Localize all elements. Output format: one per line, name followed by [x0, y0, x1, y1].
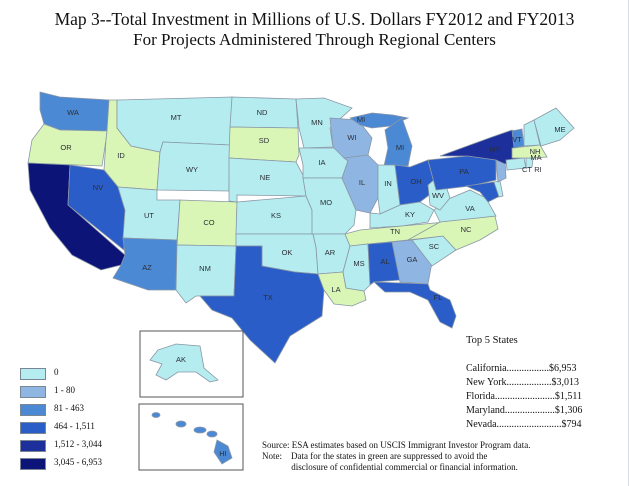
- state-WY: [156, 141, 231, 192]
- top5-item: Nevada..........................$794: [466, 419, 582, 430]
- state-NH: [523, 119, 541, 147]
- source-note: Source: ESA estimates based on USCIS Imm…: [262, 440, 622, 473]
- legend-swatch: [20, 386, 46, 398]
- map-subtitle: For Projects Administered Through Region…: [133, 30, 496, 49]
- label-MT: MT: [171, 113, 182, 122]
- label-MN: MN: [311, 118, 323, 127]
- state-FL: [372, 281, 457, 329]
- label-ME: ME: [554, 125, 565, 134]
- state-OR: [27, 123, 108, 167]
- label-MA: MA: [530, 153, 541, 162]
- label-KY: KY: [405, 210, 415, 219]
- legend-swatch: [20, 458, 46, 470]
- label-OK: OK: [282, 248, 293, 257]
- label-AK: AK: [176, 355, 186, 364]
- state-MD: [464, 181, 501, 203]
- label-TN: TN: [390, 227, 400, 236]
- label-GA: GA: [407, 255, 418, 264]
- label-AR: AR: [325, 248, 336, 257]
- state-MN: [295, 97, 353, 149]
- label-AZ: AZ: [142, 263, 152, 272]
- state-labels: WA OR ID MT WY NV UT CO AZ NM ND SD NE K…: [60, 108, 565, 302]
- label-SD: SD: [259, 136, 270, 145]
- state-AK: [149, 343, 219, 383]
- label-MO: MO: [320, 198, 332, 207]
- map-title: Map 3--Total Investment in Millions of U…: [54, 9, 575, 29]
- state-NC: [407, 215, 499, 251]
- label-WI: WI: [347, 133, 356, 142]
- label-WV: WV: [432, 191, 444, 200]
- state-KY: [369, 201, 435, 229]
- label-MI: MI: [396, 143, 404, 152]
- label-NE: NE: [260, 173, 270, 182]
- legend-item: 464 - 1,511: [20, 420, 220, 438]
- label-UT: UT: [144, 211, 154, 220]
- label-MI-UP: MI: [357, 115, 365, 124]
- label-RI: RI: [534, 165, 542, 174]
- legend-label: 0: [54, 367, 59, 377]
- source-line: Source: ESA estimates based on USCIS Imm…: [262, 440, 531, 450]
- label-MS: MS: [353, 259, 364, 268]
- legend-label: 1,512 - 3,044: [54, 439, 102, 449]
- legend-item: 0: [20, 366, 220, 384]
- note-line-2: disclosure of confidential commercial or…: [262, 462, 518, 472]
- label-IL: IL: [359, 178, 365, 187]
- label-PA: PA: [459, 167, 468, 176]
- state-MI: [383, 117, 413, 167]
- state-HI-islands: [151, 412, 233, 465]
- label-LA: LA: [331, 285, 340, 294]
- label-SC: SC: [429, 242, 440, 251]
- top5-item: New York..................$3,013: [466, 377, 580, 388]
- legend-swatch: [20, 368, 46, 380]
- label-OH: OH: [410, 177, 421, 186]
- label-VA: VA: [465, 204, 474, 213]
- label-FL: FL: [434, 293, 443, 302]
- state-ME: [533, 107, 575, 147]
- label-AL: AL: [380, 257, 389, 266]
- label-NM: NM: [199, 264, 211, 273]
- legend-item: 1 - 80: [20, 384, 220, 402]
- legend-swatch: [20, 422, 46, 434]
- legend-item: 3,045 - 6,953: [20, 456, 220, 474]
- label-IA: IA: [318, 158, 325, 167]
- legend-swatch: [20, 404, 46, 416]
- state-NM: [175, 244, 237, 304]
- legend-label: 464 - 1,511: [54, 421, 95, 431]
- label-KS: KS: [271, 211, 281, 220]
- label-ND: ND: [257, 108, 268, 117]
- note-line: Note: Data for the states in green are s…: [262, 451, 488, 461]
- top5-title: Top 5 States: [466, 335, 518, 346]
- legend-item: 81 - 463: [20, 402, 220, 420]
- label-OR: OR: [60, 143, 72, 152]
- label-HI: HI: [219, 449, 227, 458]
- label-NH: NH: [530, 147, 541, 156]
- label-CO: CO: [203, 218, 214, 227]
- state-SD: [228, 126, 300, 163]
- state-AL: [367, 241, 401, 286]
- label-NC: NC: [461, 225, 472, 234]
- label-CT: CT: [522, 165, 532, 174]
- legend-item: 1,512 - 3,044: [20, 438, 220, 456]
- label-VT: VT: [512, 135, 522, 144]
- state-NE: [228, 157, 307, 203]
- label-NY: NY: [490, 145, 500, 154]
- legend-swatch: [20, 440, 46, 452]
- top5-item: Florida........................$1,511: [466, 391, 583, 402]
- label-ID: ID: [117, 151, 125, 160]
- legend-label: 81 - 463: [54, 403, 84, 413]
- top5-item: California.................$6,953: [466, 363, 577, 374]
- top5-item: Maryland....................$1,306: [466, 405, 583, 416]
- label-WY: WY: [186, 165, 198, 174]
- state-TX: [199, 245, 325, 364]
- label-IN: IN: [384, 179, 392, 188]
- label-NV: NV: [93, 183, 103, 192]
- label-TX: TX: [263, 293, 273, 302]
- label-WA: WA: [67, 108, 79, 117]
- legend-label: 3,045 - 6,953: [54, 457, 102, 467]
- legend-label: 1 - 80: [54, 385, 75, 395]
